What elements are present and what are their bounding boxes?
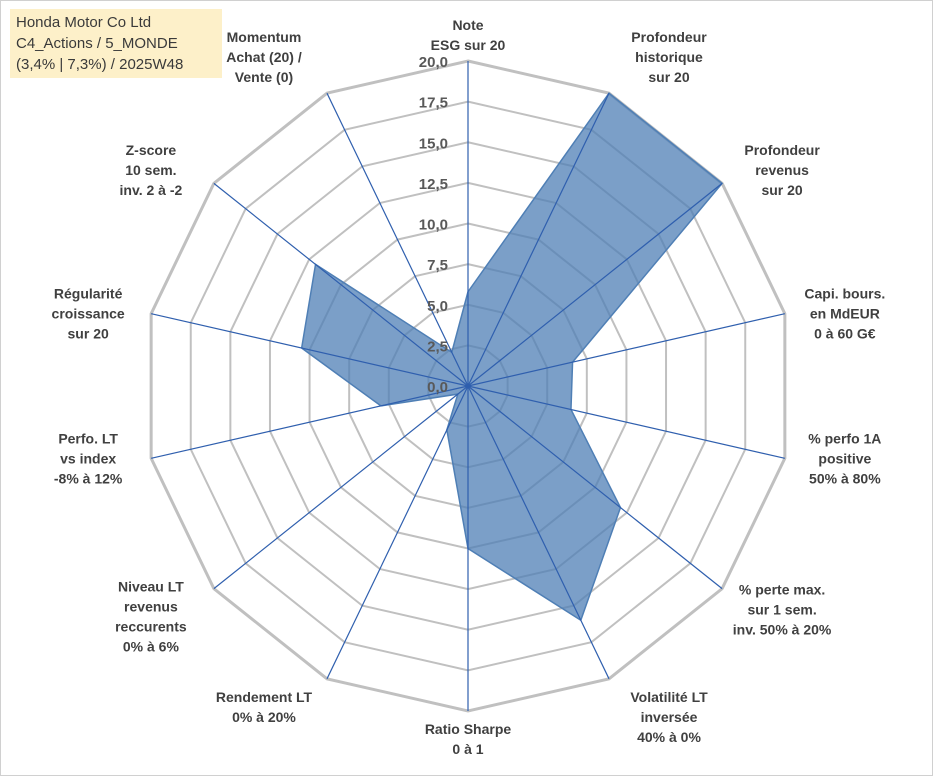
axis-label: Note ESG sur 20 — [431, 17, 506, 53]
axis-label-line: Régularité — [54, 286, 123, 302]
axis-spoke — [213, 385, 469, 590]
axis-label-line: Profondeur — [744, 142, 820, 158]
axis-spoke — [467, 385, 785, 459]
axis-label: Perfo. LT vs index -8% à 12% — [54, 430, 123, 486]
axis-label-line: reccurents — [115, 619, 187, 635]
axis-label-line: Profondeur — [631, 29, 707, 45]
axis-spoke — [151, 313, 469, 387]
axis-spoke — [213, 182, 469, 387]
axis-label-line: Z-score — [126, 142, 177, 158]
axis-label: Z-score 10 sem. inv. 2 à -2 — [120, 142, 183, 198]
axis-label: % perte max. sur 1 sem. inv. 50% à 20% — [733, 582, 832, 638]
tick-label: 5,0 — [427, 298, 448, 315]
axis-label-line: 0% à 20% — [232, 709, 296, 725]
title-line-category: C4_Actions / 5_MONDE — [16, 35, 178, 52]
axis-label-line: sur 20 — [761, 182, 802, 198]
axis-label-line: Perfo. LT — [58, 430, 118, 446]
axis-spoke — [151, 385, 469, 459]
axis-label-line: 10 sem. — [125, 162, 176, 178]
axis-label-line: Note — [452, 17, 483, 33]
axis-label-line: % perfo 1A — [808, 430, 881, 446]
tick-label: 15,0 — [419, 135, 448, 152]
axis-label-line: inversée — [641, 709, 698, 725]
axis-label-line: croissance — [52, 306, 125, 322]
axis-label: Volatilité LT inversée 40% à 0% — [630, 689, 708, 745]
tick-labels: 0,0 2,5 5,0 7,5 10,0 12,5 15,0 17,5 20,0 — [419, 54, 448, 396]
axis-label-line: revenus — [755, 162, 809, 178]
tick-label: 7,5 — [427, 257, 448, 274]
axis-label-line: inv. 50% à 20% — [733, 622, 832, 638]
axis-label-line: % perte max. — [739, 582, 825, 598]
axis-label-line: 0 à 1 — [452, 741, 483, 757]
axis-label-line: 0 à 60 G€ — [814, 326, 876, 342]
axis-spoke — [467, 385, 723, 590]
axis-label-line: positive — [818, 450, 871, 466]
axis-label-line: sur 1 sem. — [747, 602, 816, 618]
axis-labels: Note ESG sur 20 Profondeur historique sur 20… — [52, 17, 886, 757]
axis-label: Profondeur historique sur 20 — [631, 29, 707, 85]
axis-label-line: Momentum — [227, 29, 302, 45]
axis-label: Niveau LT revenus reccurents 0% à 6% — [115, 579, 187, 655]
tick-label: 20,0 — [419, 54, 448, 71]
tick-label: 2,5 — [427, 338, 448, 355]
spokes-layer — [151, 61, 785, 711]
axis-label-line: historique — [635, 49, 703, 65]
axis-label: Régularité croissance sur 20 — [52, 286, 125, 342]
axis-label-line: vs index — [60, 450, 116, 466]
axis-label-line: Volatilité LT — [630, 689, 708, 705]
axis-label-line: Capi. bours. — [804, 286, 885, 302]
axis-spoke — [467, 92, 610, 387]
axis-label-line: 0% à 6% — [123, 639, 180, 655]
chart-title-box: Honda Motor Co Ltd C4_Actions / 5_MONDE … — [10, 9, 222, 78]
axis-label-line: revenus — [124, 599, 178, 615]
axis-label: Capi. bours. en MdEUR 0 à 60 G€ — [804, 286, 885, 342]
axis-spoke — [326, 92, 469, 387]
axis-spoke — [467, 182, 723, 387]
title-line-period: (3,4% | 7,3%) / 2025W48 — [16, 56, 184, 73]
axis-spoke — [326, 385, 469, 680]
axis-label-line: Niveau LT — [118, 579, 184, 595]
axis-label-line: sur 20 — [648, 69, 689, 85]
axis-label-line: ESG sur 20 — [431, 37, 506, 53]
axis-label-line: inv. 2 à -2 — [120, 182, 183, 198]
title-line-company: Honda Motor Co Ltd — [16, 14, 152, 31]
axis-label-line: Rendement LT — [216, 689, 313, 705]
axis-label: Profondeur revenus sur 20 — [744, 142, 820, 198]
axis-label-line: Ratio Sharpe — [425, 721, 512, 737]
tick-label: 17,5 — [419, 95, 448, 112]
axis-label-line: Achat (20) / — [226, 49, 302, 65]
axis-label-line: Vente (0) — [235, 69, 293, 85]
axis-label-line: en MdEUR — [810, 306, 880, 322]
axis-label-line: 50% à 80% — [809, 470, 881, 486]
axis-label-line: 40% à 0% — [637, 729, 701, 745]
axis-label-line: sur 20 — [68, 326, 109, 342]
axis-spoke — [467, 313, 785, 387]
axis-label-line: -8% à 12% — [54, 470, 123, 486]
tick-label: 10,0 — [419, 217, 448, 234]
axis-label: Rendement LT 0% à 20% — [216, 689, 313, 725]
axis-label: % perfo 1A positive 50% à 80% — [808, 430, 881, 486]
axis-label: Ratio Sharpe 0 à 1 — [425, 721, 512, 757]
tick-label: 0,0 — [427, 379, 448, 396]
tick-label: 12,5 — [419, 176, 448, 193]
axis-spoke — [467, 385, 610, 680]
axis-label: Momentum Achat (20) / Vente (0) — [226, 29, 302, 85]
